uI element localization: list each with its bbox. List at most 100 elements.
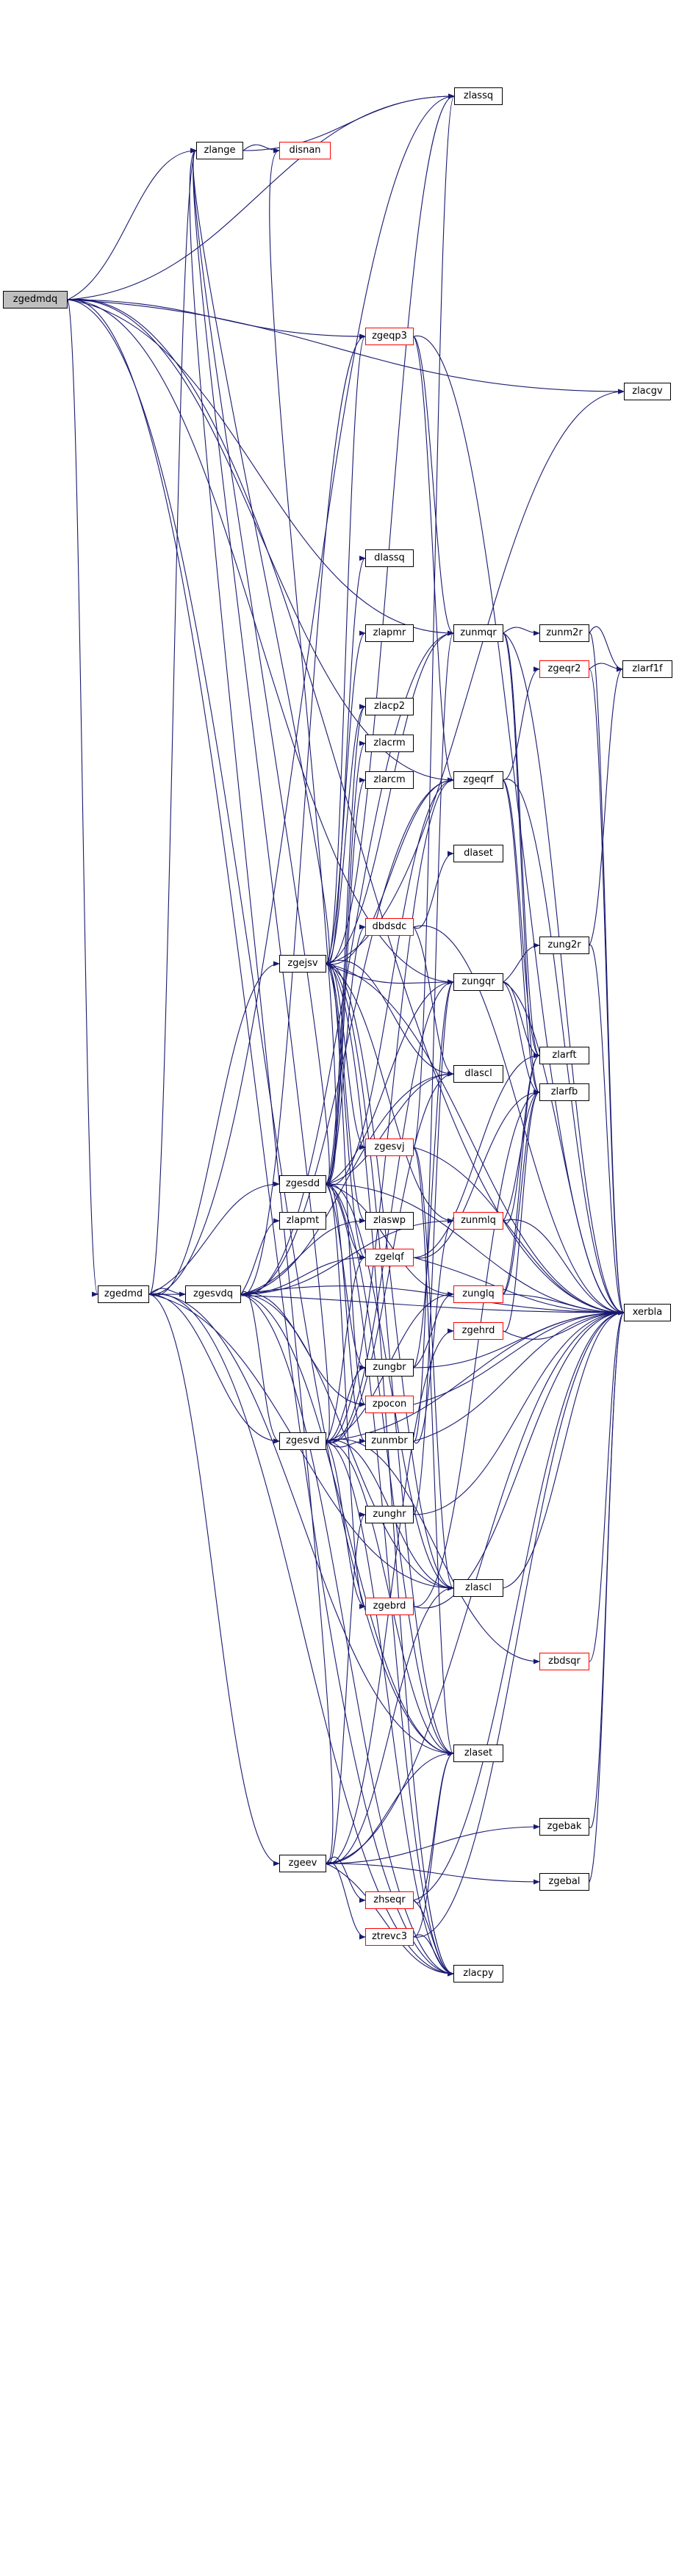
node-zbdsqr[interactable]: zbdsqr bbox=[539, 1653, 589, 1670]
edge-zgeev-to-zlaset bbox=[326, 1750, 454, 1864]
node-zgebal[interactable]: zgebal bbox=[539, 1873, 589, 1891]
node-zgesvj[interactable]: zgesvj bbox=[365, 1139, 414, 1156]
edge-zgeev-to-zlange bbox=[189, 148, 334, 1864]
node-zlapmr[interactable]: zlapmr bbox=[365, 624, 414, 642]
node-xerbla[interactable]: xerbla bbox=[624, 1304, 671, 1321]
node-zunm2r[interactable]: zunm2r bbox=[539, 624, 589, 642]
edge-zunmbr-to-zunmqr bbox=[413, 630, 454, 1442]
node-zlarfb[interactable]: zlarfb bbox=[539, 1083, 589, 1101]
node-zgehrd[interactable]: zgehrd bbox=[453, 1322, 503, 1340]
node-zlacrm[interactable]: zlacrm bbox=[365, 735, 414, 752]
edge-zgejsv-to-zlassq bbox=[326, 93, 455, 964]
edge-zungqr-to-xerbla bbox=[503, 981, 625, 1316]
edge-zbdsqr-to-xerbla bbox=[589, 1310, 625, 1662]
node-disnan[interactable]: disnan bbox=[279, 142, 331, 159]
node-zunmbr[interactable]: zunmbr bbox=[365, 1432, 414, 1450]
node-zhseqr[interactable]: zhseqr bbox=[365, 1891, 414, 1909]
edge-zgesvdq-to-zgelqf bbox=[240, 1255, 366, 1295]
edge-zgesdd-to-zlange bbox=[190, 148, 330, 1185]
edge-zgejsv-to-zunmlq bbox=[326, 963, 454, 1224]
edge-zungbr-to-zungqr bbox=[413, 979, 454, 1368]
edge-zgesdd-to-zunglq bbox=[326, 1183, 454, 1297]
edge-zgeev-to-zlacpy bbox=[326, 1863, 454, 1977]
edge-zgesvd-to-zlaset bbox=[326, 1440, 454, 1756]
edge-zgejsv-to-xerbla bbox=[326, 963, 625, 1316]
node-zlaset[interactable]: zlaset bbox=[453, 1745, 503, 1762]
edge-zgesvd-to-zgebrd bbox=[326, 1440, 366, 1609]
node-zgeqp3[interactable]: zgeqp3 bbox=[365, 328, 414, 345]
edge-zhseqr-to-zlaset bbox=[413, 1750, 454, 1904]
node-zgeqrf[interactable]: zgeqrf bbox=[453, 771, 503, 789]
node-zlacp2[interactable]: zlacp2 bbox=[365, 698, 414, 715]
edge-zgebal-to-xerbla bbox=[589, 1310, 625, 1883]
node-zgesdd[interactable]: zgesdd bbox=[279, 1175, 326, 1193]
edge-zgesvd-to-zunmbr bbox=[326, 1438, 366, 1448]
node-zlarcm[interactable]: zlarcm bbox=[365, 771, 414, 789]
edge-zgedmdq-to-zgedmd bbox=[67, 299, 98, 1296]
node-zunghr[interactable]: zunghr bbox=[365, 1506, 414, 1523]
edge-zgesvdq-to-zgeqrf bbox=[240, 777, 454, 1295]
node-zung2r[interactable]: zung2r bbox=[539, 937, 589, 954]
edge-zgehrd-to-zlarfb bbox=[503, 1089, 540, 1332]
edge-zgedmd-to-zgesvd bbox=[148, 1294, 280, 1444]
edge-zgeev-to-zlascl bbox=[326, 1585, 454, 1864]
node-zlarf1f[interactable]: zlarf1f bbox=[622, 660, 672, 678]
edge-zgeev-to-zgebak bbox=[326, 1824, 540, 1864]
edge-zgeqrf-to-xerbla bbox=[503, 779, 625, 1316]
edge-zgesvdq-to-zunmqr bbox=[240, 630, 454, 1296]
edge-zgesvd-to-zungbr bbox=[326, 1365, 366, 1442]
node-zungbr[interactable]: zungbr bbox=[365, 1359, 414, 1377]
node-zlassq[interactable]: zlassq bbox=[454, 87, 503, 105]
node-zgesvdq[interactable]: zgesvdq bbox=[185, 1285, 241, 1303]
edge-zungqr-to-zung2r bbox=[503, 942, 540, 983]
edge-zpocon-to-xerbla bbox=[413, 1310, 625, 1405]
node-zungqr[interactable]: zungqr bbox=[453, 973, 503, 991]
node-zlange[interactable]: zlange bbox=[196, 142, 243, 159]
edge-zgesdd-to-zgeqrf bbox=[326, 777, 454, 1186]
edge-zgesvdq-to-zlaset bbox=[240, 1294, 454, 1756]
node-zgebrd[interactable]: zgebrd bbox=[365, 1598, 414, 1615]
edge-zungbr-to-zunglq bbox=[413, 1291, 454, 1368]
node-zgedmd[interactable]: zgedmd bbox=[98, 1285, 149, 1303]
edge-zunmbr-to-zunmlq bbox=[413, 1218, 454, 1444]
node-zgebak[interactable]: zgebak bbox=[539, 1818, 589, 1836]
edge-zgedmd-to-zgesdd bbox=[148, 1181, 280, 1295]
node-zpocon[interactable]: zpocon bbox=[365, 1396, 414, 1413]
edge-zgesvj-to-zlaset bbox=[413, 1147, 454, 1756]
edge-zgesvj-to-zlassq bbox=[413, 93, 455, 1148]
edge-zgesdd-to-zlacp2 bbox=[326, 704, 366, 1185]
edge-zgedmdq-to-xerbla bbox=[67, 299, 625, 1316]
node-zgesvd[interactable]: zgesvd bbox=[279, 1432, 326, 1450]
node-zgedmdq[interactable]: zgedmdq bbox=[3, 291, 68, 309]
edge-zgeqrf-to-zgeqr2 bbox=[503, 666, 540, 781]
node-zgeqr2[interactable]: zgeqr2 bbox=[539, 660, 589, 678]
node-zgejsv[interactable]: zgejsv bbox=[279, 955, 326, 973]
node-zlacpy[interactable]: zlacpy bbox=[453, 1965, 503, 1982]
node-dlaset[interactable]: dlaset bbox=[453, 845, 503, 862]
node-ztrevc3[interactable]: ztrevc3 bbox=[365, 1928, 414, 1946]
node-zgeev[interactable]: zgeev bbox=[279, 1855, 326, 1872]
edge-zgesvd-to-dlascl bbox=[326, 1071, 454, 1443]
node-zlarft[interactable]: zlarft bbox=[539, 1047, 589, 1064]
edge-zunghr-to-xerbla bbox=[413, 1310, 625, 1515]
node-zlacgv[interactable]: zlacgv bbox=[624, 383, 671, 400]
node-dlassq[interactable]: dlassq bbox=[365, 549, 414, 567]
edge-zgesvd-to-xerbla bbox=[326, 1310, 625, 1442]
edge-zgeqrf-to-zlarfb bbox=[503, 779, 540, 1095]
node-zunmqr[interactable]: zunmqr bbox=[453, 624, 503, 642]
edge-dbdsdc-to-dlascl bbox=[413, 926, 454, 1077]
edge-zgebrd-to-zlarfb bbox=[413, 1089, 540, 1607]
node-dlascl[interactable]: dlascl bbox=[453, 1065, 503, 1083]
node-zgelqf[interactable]: zgelqf bbox=[365, 1249, 414, 1266]
edge-zgesvdq-to-dlascl bbox=[240, 1071, 454, 1295]
node-zunglq[interactable]: zunglq bbox=[453, 1285, 503, 1303]
node-zunmlq[interactable]: zunmlq bbox=[453, 1212, 503, 1230]
node-zlapmt[interactable]: zlapmt bbox=[279, 1212, 326, 1230]
edge-zgejsv-to-zlapmr bbox=[326, 630, 366, 964]
node-zlascl[interactable]: zlascl bbox=[453, 1579, 503, 1597]
edge-dbdsdc-to-xerbla bbox=[413, 925, 625, 1316]
node-zlaswp[interactable]: zlaswp bbox=[365, 1212, 414, 1230]
node-dbdsdc[interactable]: dbdsdc bbox=[365, 918, 414, 936]
edge-zunm2r-to-xerbla bbox=[589, 632, 625, 1316]
